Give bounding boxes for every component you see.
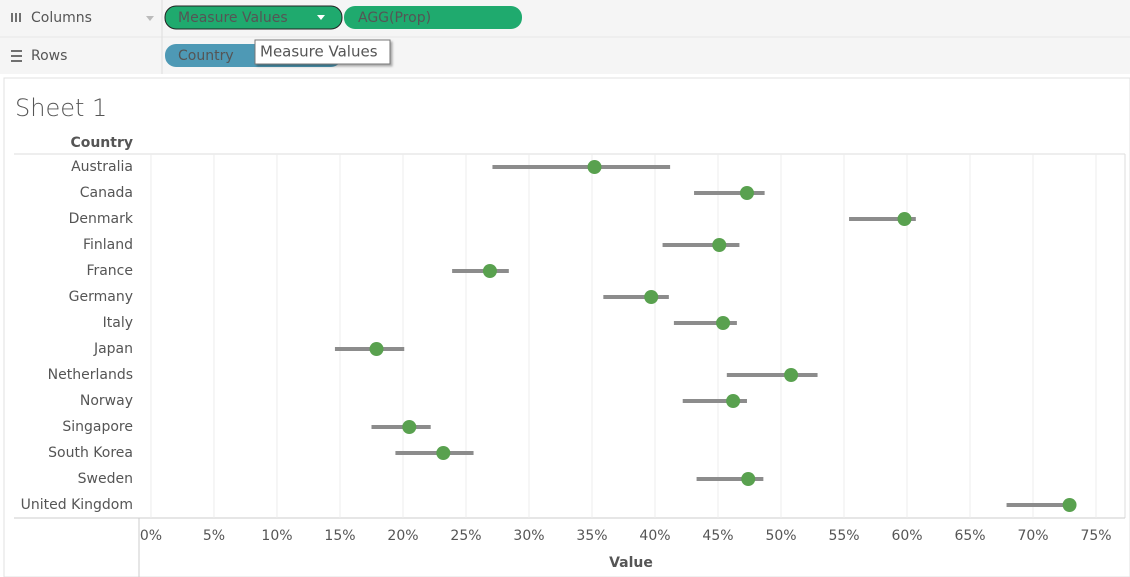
x-tick-label: 65%: [954, 528, 985, 544]
dot: [1062, 498, 1077, 512]
y-tick-label: Canada: [80, 185, 133, 201]
y-tick-label: Australia: [71, 159, 133, 175]
dot: [587, 160, 602, 174]
y-tick-label: United Kingdom: [21, 497, 133, 513]
pill-label: AGG(Prop): [358, 10, 431, 26]
dot: [644, 290, 659, 304]
y-tick-label: Germany: [69, 289, 133, 305]
dot: [739, 186, 754, 200]
dot: [436, 446, 451, 460]
y-tick-label: Finland: [83, 237, 133, 253]
x-tick-label: 20%: [387, 528, 418, 544]
y-tick-label: Singapore: [62, 419, 133, 435]
x-tick-label: 10%: [261, 528, 292, 544]
tooltip: [254, 39, 391, 65]
columns-icon: [11, 13, 21, 22]
x-tick-label: 45%: [702, 528, 733, 544]
y-tick-label: Japan: [93, 341, 133, 357]
x-tick-label: 30%: [513, 528, 544, 544]
shelf-label: Columns: [31, 10, 92, 26]
y-tick-label: Netherlands: [48, 367, 133, 383]
x-tick-label: 55%: [828, 528, 859, 544]
x-tick-label: 25%: [450, 528, 481, 544]
dot: [482, 264, 497, 278]
x-tick-label: 35%: [576, 528, 607, 544]
x-tick-label: 0%: [140, 528, 162, 544]
x-tick-label: 40%: [639, 528, 670, 544]
dot: [784, 368, 799, 382]
rows-icon: [11, 50, 22, 62]
pill[interactable]: [344, 6, 522, 29]
dot: [897, 212, 912, 226]
sheet-title: Sheet 1: [15, 94, 107, 122]
dot: [369, 342, 384, 356]
dot: [741, 472, 756, 486]
dot: [716, 316, 731, 330]
pill[interactable]: [164, 5, 343, 30]
dot: [726, 394, 741, 408]
x-tick-label: 5%: [203, 528, 225, 544]
x-tick-label: 70%: [1017, 528, 1048, 544]
plot: 0% 5% 10% 15% 20% 25% 30% 35% 40% 45% 50% 55% 60% 65%…: [21, 154, 1112, 544]
x-tick-label: 50%: [765, 528, 796, 544]
y-tick-label: Norway: [80, 393, 133, 409]
shelf-dropdown[interactable]: [146, 16, 154, 21]
pill-label: Measure Values: [178, 10, 288, 26]
pill-dropdown[interactable]: [317, 15, 325, 20]
pill-label: Country: [178, 48, 234, 64]
dot: [402, 420, 417, 434]
x-tick-label: 15%: [324, 528, 355, 544]
y-tick-label: Sweden: [78, 471, 133, 487]
x-tick-label: 75%: [1080, 528, 1111, 544]
y-tick-label: South Korea: [48, 445, 133, 461]
sheet: [3, 77, 1130, 577]
row-header: Country: [70, 135, 133, 151]
y-tick-label: France: [86, 263, 133, 279]
shelf-label: Rows: [31, 48, 67, 64]
y-tick-label: Italy: [103, 315, 133, 331]
tooltip-text: Measure Values: [260, 43, 378, 61]
dot: [712, 238, 727, 252]
x-tick-label: 60%: [891, 528, 922, 544]
y-tick-label: Denmark: [69, 211, 134, 227]
x-axis-title: Value: [609, 555, 653, 571]
